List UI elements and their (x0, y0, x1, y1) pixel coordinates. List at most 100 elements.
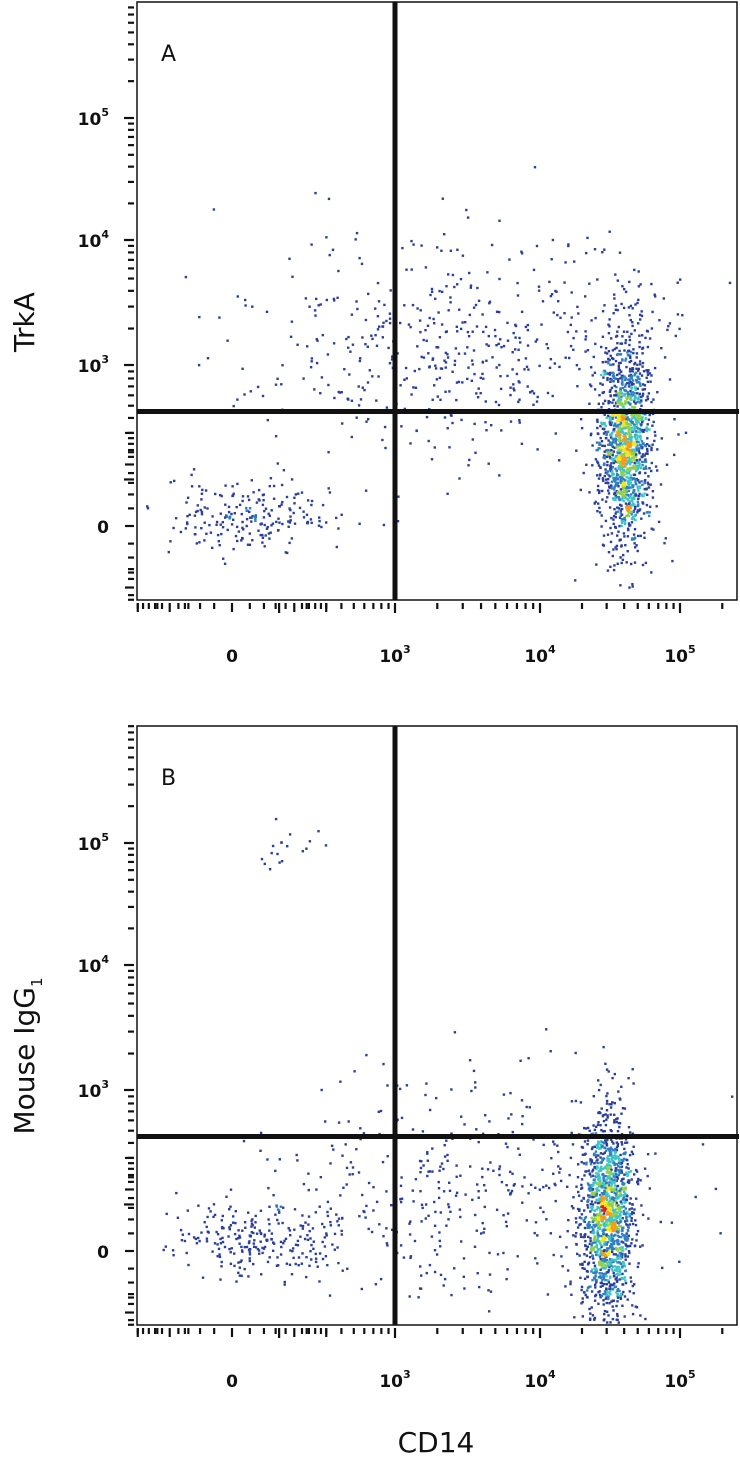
event-point (414, 1178, 418, 1181)
event-point (430, 290, 434, 293)
event-point (601, 1279, 604, 1282)
event-point (531, 389, 534, 393)
event-point (593, 1216, 597, 1219)
event-point (580, 1186, 584, 1189)
event-point (472, 306, 476, 309)
event-point (609, 1223, 612, 1227)
event-point (611, 1229, 614, 1233)
event-point (545, 1184, 548, 1187)
event-point (604, 1123, 608, 1127)
event-point (596, 1251, 599, 1254)
event-point (637, 466, 640, 469)
event-point (619, 509, 622, 512)
event-point (645, 429, 648, 433)
event-point (650, 327, 654, 330)
event-point (625, 1141, 629, 1144)
event-point (288, 507, 291, 510)
event-point (615, 1220, 619, 1223)
event-point (604, 347, 608, 350)
event-point (628, 1215, 631, 1218)
event-point (605, 1068, 609, 1071)
event-point (624, 442, 627, 445)
event-point (198, 315, 201, 319)
event-point (623, 470, 626, 473)
event-point (474, 451, 477, 454)
event-point (611, 374, 615, 378)
event-point (603, 1244, 606, 1247)
event-point (623, 1187, 626, 1190)
event-point (616, 481, 619, 485)
event-point (185, 501, 188, 504)
event-point (634, 449, 637, 452)
event-point (200, 498, 203, 501)
event-point (306, 520, 310, 524)
event-point (259, 523, 262, 526)
event-point (616, 510, 619, 513)
event-point (588, 491, 591, 494)
event-point (628, 378, 631, 381)
event-point (719, 1232, 722, 1235)
event-point (625, 418, 628, 421)
event-point (316, 1265, 319, 1268)
event-point (606, 378, 609, 382)
event-point (468, 1059, 472, 1062)
event-point (337, 527, 340, 530)
event-point (633, 392, 636, 395)
event-point (578, 1208, 581, 1211)
event-point (625, 1244, 628, 1247)
event-point (605, 352, 609, 355)
event-point (498, 277, 501, 281)
event-point (602, 402, 605, 405)
event-point (628, 349, 631, 352)
event-point (254, 519, 257, 522)
event-point (619, 398, 623, 401)
event-point (617, 465, 621, 468)
event-point (601, 1259, 604, 1262)
event-point (514, 348, 517, 351)
event-point (627, 489, 631, 493)
event-point (455, 398, 458, 402)
event-point (551, 238, 555, 242)
event-point (609, 1106, 613, 1109)
event-point (608, 1302, 611, 1305)
event-point (612, 380, 615, 383)
event-point (602, 1275, 605, 1279)
event-point (621, 462, 625, 465)
event-point (605, 1310, 609, 1313)
event-point (568, 1173, 571, 1177)
event-point (623, 535, 626, 538)
event-point (601, 1130, 605, 1133)
event-point (203, 506, 206, 509)
event-point (607, 357, 610, 361)
event-point (349, 1161, 353, 1164)
event-point (598, 506, 601, 510)
event-point (626, 438, 630, 441)
event-point (631, 379, 635, 382)
event-point (512, 1184, 515, 1187)
event-point (609, 423, 613, 427)
event-point (306, 345, 309, 348)
event-point (381, 325, 384, 328)
event-point (611, 487, 614, 490)
event-point (639, 318, 642, 321)
event-point (619, 488, 623, 491)
event-point (616, 395, 619, 398)
event-point (290, 1273, 294, 1276)
event-point (628, 444, 631, 447)
event-point (624, 438, 628, 441)
event-point (237, 1261, 240, 1264)
event-point (611, 1250, 614, 1253)
event-point (248, 1253, 252, 1256)
event-point (634, 482, 637, 486)
event-point (615, 1163, 619, 1166)
event-point (622, 1205, 626, 1208)
event-point (646, 397, 649, 401)
event-point (580, 1199, 583, 1203)
event-point (328, 491, 332, 494)
event-point (601, 1220, 604, 1223)
event-point (602, 1277, 605, 1280)
event-point (604, 1186, 607, 1190)
event-point (457, 380, 461, 384)
event-point (612, 1161, 615, 1164)
